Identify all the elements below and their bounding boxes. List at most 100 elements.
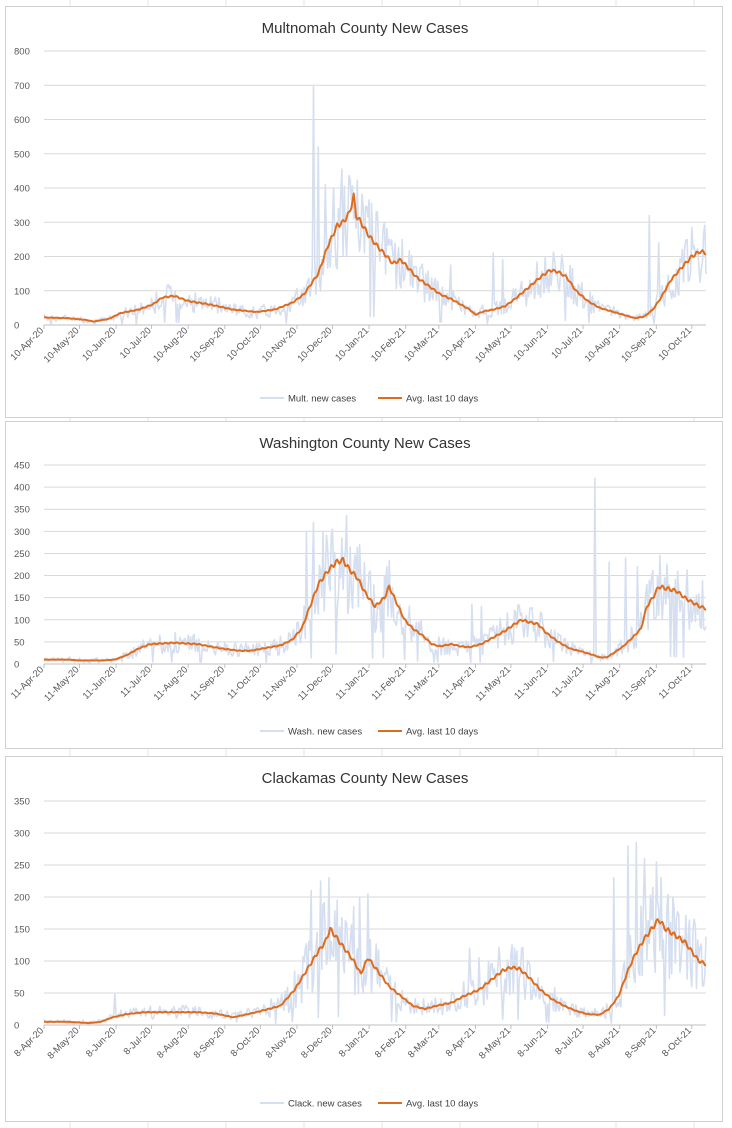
x-tick-label: 10-May-20 [42,325,82,365]
x-tick-label: 10-Jun-21 [512,325,550,363]
x-tick-label: 11-Jan-21 [334,664,372,702]
x-tick-label: 8-Jan-21 [337,1025,371,1059]
x-tick-label: 8-Feb-21 [373,1025,408,1060]
y-tick-label: 0 [14,1021,19,1032]
chart-title: Washington County New Cases [259,435,470,452]
x-tick-label: 11-Jun-20 [81,664,119,702]
y-tick-label: 150 [14,593,30,604]
y-tick-label: 600 [14,115,30,126]
x-tick-label: 8-Sep-21 [623,1025,658,1060]
y-tick-label: 200 [14,252,30,263]
series-raw-line [43,477,707,664]
y-tick-label: 400 [14,483,30,494]
x-tick-label: 10-Oct-21 [656,325,694,363]
x-tick-label: 8-Apr-21 [444,1025,478,1059]
x-tick-label: 11-Sep-20 [188,664,227,703]
x-tick-label: 10-Jul-21 [549,325,585,361]
y-tick-label: 100 [14,615,30,626]
x-tick-label: 10-Oct-20 [225,325,263,363]
x-tick-label: 11-May-20 [42,664,81,703]
x-tick-label: 10-Sep-21 [619,325,658,364]
y-tick-label: 500 [14,149,30,160]
x-tick-label: 10-May-21 [473,325,513,365]
x-tick-label: 10-Feb-21 [369,325,408,364]
x-tick-label: 11-Apr-21 [440,664,477,701]
legend-label-raw: Wash. new cases [288,727,362,738]
chart-title: Multnomah County New Cases [262,20,469,37]
x-tick-label: 11-Oct-21 [657,664,694,701]
x-tick-label: 8-Jun-20 [84,1025,118,1059]
x-tick-label: 8-May-20 [45,1025,81,1061]
x-tick-label: 8-Jul-21 [553,1025,585,1057]
y-tick-label: 50 [14,637,25,648]
x-tick-label: 8-Oct-21 [660,1025,694,1059]
y-tick-label: 350 [14,797,30,808]
x-tick-label: 8-Oct-20 [229,1025,263,1059]
y-tick-label: 100 [14,286,30,297]
x-tick-label: 8-Aug-20 [155,1025,190,1060]
chart-clackamas[interactable]: Clackamas County New Cases 0 50 100 150 200 25… [5,756,723,1122]
x-tick-label: 11-Aug-21 [583,664,622,703]
series-avg-line [43,192,707,323]
y-tick-label: 0 [14,660,19,671]
x-tick-label: 10-Aug-20 [151,325,190,364]
x-tick-label: 8-Jun-21 [515,1025,549,1059]
x-tick-label: 10-Jun-20 [80,325,118,363]
x-tick-label: 8-Dec-20 [299,1025,334,1060]
y-tick-label: 300 [14,527,30,538]
y-tick-label: 450 [14,461,30,472]
x-tick-label: 8-Mar-21 [406,1025,441,1060]
x-tick-label: 8-Sep-20 [192,1025,227,1060]
x-tick-label: 11-Jul-21 [550,664,585,699]
y-tick-label: 300 [14,829,30,840]
x-tick-label: 10-Dec-20 [295,325,334,364]
legend-label-avg: Avg. last 10 days [406,1099,478,1110]
x-tick-label: 8-Aug-21 [586,1025,621,1060]
legend-label-raw: Mult. new cases [288,394,356,405]
chart-svg: Multnomah County New Cases 0 100 200 300 400 5… [8,20,707,405]
x-tick-label: 8-May-21 [477,1025,513,1061]
y-tick-label: 700 [14,81,30,92]
y-tick-label: 50 [14,989,25,1000]
chart-title: Clackamas County New Cases [262,770,469,787]
y-tick-label: 0 [14,321,19,332]
x-tick-label: 11-Jun-21 [512,664,550,702]
y-tick-label: 300 [14,218,30,229]
x-tick-label: 11-Dec-20 [296,664,335,703]
x-tick-label: 11-Nov-20 [260,664,299,703]
y-tick-label: 200 [14,571,30,582]
chart-svg: Washington County New Cases 0 50 100 150 200 2… [9,435,707,738]
legend-label-avg: Avg. last 10 days [406,727,478,738]
y-tick-label: 200 [14,893,30,904]
x-tick-label: 10-Mar-21 [402,325,441,364]
chart-washington[interactable]: Washington County New Cases 0 50 100 150 200 2… [5,421,723,749]
x-tick-label: 10-Aug-21 [583,325,622,364]
y-tick-label: 100 [14,957,30,968]
x-tick-label: 11-May-21 [474,664,513,703]
legend-label-raw: Clack. new cases [288,1099,362,1110]
x-tick-label: 11-Oct-20 [225,664,262,701]
y-tick-label: 800 [14,47,30,58]
series-raw-line [43,841,707,1026]
x-tick-label: 10-Sep-20 [188,325,227,364]
y-tick-label: 400 [14,184,30,195]
chart-svg: Clackamas County New Cases 0 50 100 150 200 25… [12,770,707,1110]
series-avg-line [43,556,707,662]
x-tick-label: 11-Feb-21 [370,664,408,702]
chart-multnomah[interactable]: Multnomah County New Cases 0 100 200 300 400 5… [5,6,723,418]
x-tick-label: 8-Nov-20 [264,1025,299,1060]
x-tick-label: 11-Sep-21 [620,664,659,703]
x-tick-label: 11-Mar-21 [403,664,441,702]
y-tick-label: 150 [14,925,30,936]
x-tick-label: 10-Jan-21 [333,325,371,363]
x-tick-label: 8-Jul-20 [122,1025,154,1057]
x-tick-label: 11-Jul-20 [118,664,153,699]
x-tick-label: 10-Jul-20 [118,325,154,361]
series-raw-line [43,84,707,326]
y-tick-label: 250 [14,549,30,560]
x-tick-label: 10-Nov-20 [260,325,299,364]
legend-label-avg: Avg. last 10 days [406,394,478,405]
x-tick-label: 11-Aug-20 [152,664,191,703]
y-tick-label: 350 [14,505,30,516]
y-tick-label: 250 [14,861,30,872]
